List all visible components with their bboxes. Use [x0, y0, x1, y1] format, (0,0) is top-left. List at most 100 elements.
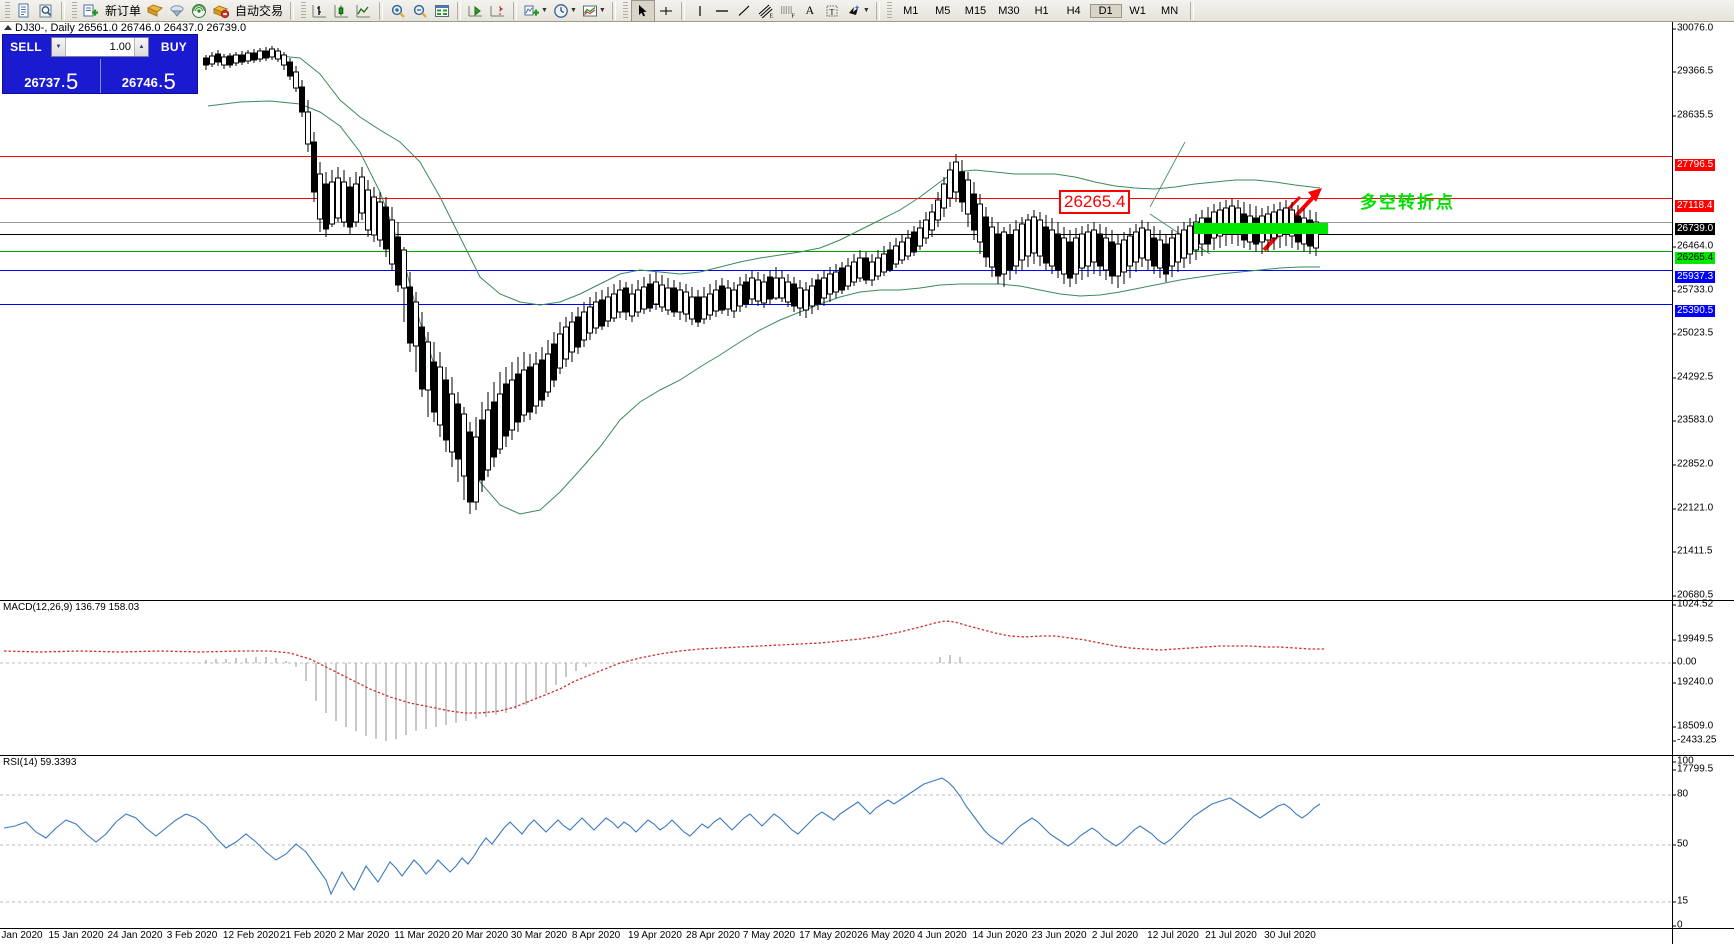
price-annotation-box[interactable]: 26265.4 [1059, 190, 1131, 214]
gray-level-line [0, 222, 1672, 223]
toolbar-grip-3[interactable] [301, 1, 307, 20]
arrows-dropdown-caret[interactable]: ▼ [862, 7, 870, 14]
buy-price-fraction: 5 [163, 69, 176, 94]
expand-triangle-icon[interactable] [4, 25, 12, 30]
chart-shift-icon[interactable] [487, 1, 509, 21]
price-tick-30076-0: 30076.0 [1672, 22, 1714, 34]
volume-increase-button[interactable]: ▲ [134, 38, 148, 56]
bearish-arrow [1255, 195, 1302, 244]
one-click-top-row: SELL ▼ 1.00 ▲ BUY [3, 35, 197, 59]
cursor-icon[interactable] [630, 0, 655, 22]
templates-dropdown-caret[interactable]: ▼ [598, 7, 606, 14]
volume-decrease-button[interactable]: ▼ [52, 38, 66, 56]
timeframe-m5[interactable]: M5 [935, 4, 951, 17]
zoom-in-icon[interactable] [387, 1, 409, 21]
candlestick-chart-icon[interactable] [331, 1, 353, 21]
date-axis[interactable]: Jan 2020 15 Jan 2020 24 Jan 2020 3 Feb 2020… [0, 928, 1672, 944]
buy-button[interactable]: 26746. 5 [101, 59, 198, 93]
periods-dropdown-caret[interactable]: ▼ [569, 7, 577, 14]
expert-advisor-icon[interactable] [210, 1, 232, 21]
price-tick-24292-5: 24292.5 [1672, 371, 1714, 383]
text-label-icon[interactable]: T [821, 1, 843, 21]
toolbar-separator-6 [611, 1, 616, 20]
price-axis[interactable]: 30076.0 29366.5 28635.5 27796.5 27118.4 26739… [1672, 22, 1734, 944]
sell-price-dot: . [61, 75, 66, 90]
price-pane[interactable]: 26265.4 多空转折点 [0, 22, 1672, 600]
arrows-icon[interactable] [843, 1, 865, 21]
magnifier-icon[interactable] [35, 1, 57, 21]
sell-price-integer: 26737 [24, 75, 61, 90]
date-tick: 28 Apr 2020 [686, 930, 740, 941]
toolbar-grip-4[interactable] [622, 1, 628, 20]
sell-button[interactable]: 26737. 5 [3, 59, 100, 93]
timeframe-h4[interactable]: H4 [1066, 4, 1081, 17]
date-tick: 4 Jun 2020 [917, 930, 967, 941]
toolbar-separator-4 [457, 1, 462, 20]
date-tick: 14 Jun 2020 [972, 930, 1028, 941]
macd-pane[interactable]: MACD(12,26,9) 136.79 158.03 [0, 600, 1672, 755]
new-order-label[interactable]: 新订单 [105, 4, 142, 18]
resistance-line-27796 [0, 156, 1672, 157]
volume-stepper[interactable]: ▼ 1.00 ▲ [51, 37, 149, 57]
timeframe-m1[interactable]: M1 [903, 4, 919, 17]
current-price-line [0, 234, 1672, 235]
volume-value[interactable]: 1.00 [109, 41, 131, 53]
price-tick-26464-0: 26464.0 [1672, 240, 1714, 252]
sell-label[interactable]: SELL [10, 40, 42, 54]
timeframe-w1[interactable]: W1 [1129, 4, 1146, 17]
trendline-icon[interactable] [733, 1, 755, 21]
zoom-out-icon[interactable] [409, 1, 431, 21]
date-tick: 30 Jul 2020 [1264, 930, 1316, 941]
autotrading-folder-icon[interactable] [144, 1, 166, 21]
rsi-tick-50: 50 [1672, 838, 1689, 850]
svg-text:T: T [829, 7, 834, 16]
line-chart-icon[interactable] [353, 1, 375, 21]
horizontal-line-icon[interactable] [711, 1, 733, 21]
main-toolbar: 新订单 自动交易 ▼ ▼ [0, 0, 1734, 22]
date-tick: 21 Feb 2020 [279, 930, 337, 941]
fibonacci-icon[interactable]: F [777, 1, 799, 21]
new-chart-icon[interactable] [13, 1, 35, 21]
rsi-label: RSI(14) 59.3393 [3, 757, 77, 768]
crosshair-icon[interactable] [655, 1, 677, 21]
rsi-pane[interactable]: RSI(14) 59.3393 [0, 755, 1672, 928]
indicators-dropdown-caret[interactable]: ▼ [541, 7, 548, 14]
timeframe-mn[interactable]: MN [1161, 4, 1179, 17]
one-click-trading-panel[interactable]: SELL ▼ 1.00 ▲ BUY 26737. 5 26746. 5 [2, 34, 198, 94]
date-tick: 7 May 2020 [742, 930, 796, 941]
price-tick-19949-5: 19949.5 [1672, 633, 1714, 645]
bar-chart-icon[interactable] [309, 1, 331, 21]
templates-icon[interactable] [579, 1, 601, 21]
equidistant-channel-icon[interactable]: E [755, 1, 777, 21]
vertical-line-icon[interactable] [689, 1, 711, 21]
macd-svg [0, 620, 1672, 741]
periods-icon[interactable] [550, 1, 572, 21]
text-icon[interactable]: A [805, 3, 815, 17]
data-window-icon[interactable] [431, 1, 453, 21]
toolbar-grip-2[interactable] [72, 1, 77, 20]
toolbar-grip-5[interactable] [886, 1, 892, 20]
timeframe-d1[interactable]: D1 [1089, 3, 1122, 18]
price-tick-26739-0: 26739.0 [1675, 223, 1716, 235]
date-tick: 17 May 2020 [799, 930, 857, 941]
buy-price-integer: 26746 [121, 75, 158, 90]
support-line-26265 [0, 251, 1672, 252]
date-tick: 19 Apr 2020 [628, 930, 682, 941]
indicators-icon[interactable] [521, 1, 543, 21]
price-tick-22852-0: 22852.0 [1672, 458, 1714, 470]
chart-window[interactable]: DJ30-, Daily 26561.0 26746.0 26437.0 267… [0, 22, 1734, 944]
autotrading-label[interactable]: 自动交易 [235, 4, 284, 18]
toolbar-grip[interactable] [5, 1, 10, 20]
auto-scroll-icon[interactable] [465, 1, 487, 21]
support-line-25390 [0, 304, 1672, 305]
timeframe-m30[interactable]: M30 [998, 4, 1020, 17]
metaeditor-icon[interactable] [166, 1, 188, 21]
date-tick: 8 Apr 2020 [571, 930, 621, 941]
buy-label[interactable]: BUY [160, 40, 188, 54]
date-tick: 21 Jul 2020 [1205, 930, 1257, 941]
date-tick: 2 Mar 2020 [338, 930, 390, 941]
timeframe-h1[interactable]: H1 [1034, 4, 1049, 17]
new-order-icon[interactable] [80, 1, 102, 21]
signals-icon[interactable] [188, 1, 210, 21]
timeframe-m15[interactable]: M15 [964, 4, 987, 17]
